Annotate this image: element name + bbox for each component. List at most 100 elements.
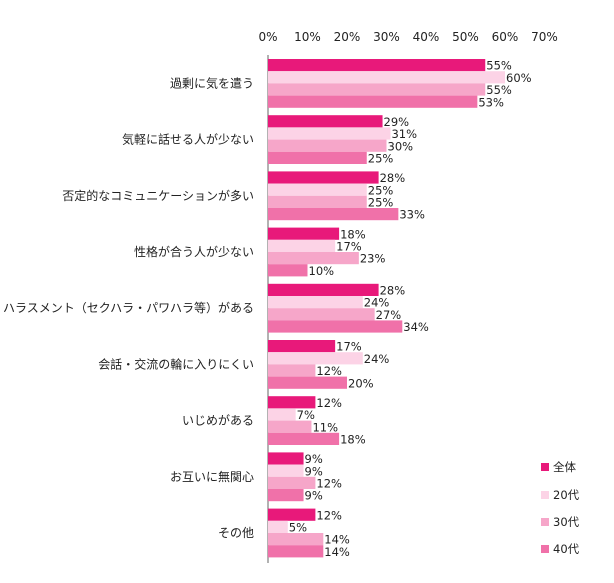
data-label: 34% [403,320,429,334]
category-group: いじめがある 12%7%11%18% [182,396,366,447]
legend-swatch [541,463,549,471]
bar [268,545,324,558]
category-group: 会話・交流の輪に入りにくい 17%24% 12% 20% [98,340,389,391]
category-label: お互いに無関心 [170,469,254,484]
data-label: 20% [348,376,374,390]
category-label: 気軽に話せる人が少ない [122,132,254,147]
bar [268,208,399,221]
data-label: 17% [336,240,362,254]
bar [268,227,340,240]
bar [268,59,486,72]
bar [268,476,316,489]
x-tick-label: 40% [413,30,440,44]
bar [268,252,359,265]
bar [268,364,316,377]
bar [268,533,324,546]
category-group: 性格が合う人が少ない 18%17%23% 10% [134,227,385,278]
data-label: 9% [305,452,323,466]
bar [268,239,336,252]
data-label: 7% [297,408,315,422]
bar [268,127,391,140]
bar [268,520,288,533]
category-label: 会話・交流の輪に入りにくい [98,356,254,371]
bar [268,320,403,333]
bar [268,151,367,164]
data-label: 29% [384,115,410,129]
category-group: その他 12% 5% 14%14% [218,508,350,559]
data-label: 14% [324,545,350,559]
data-label: 12% [316,477,342,491]
data-label: 55% [486,83,512,97]
bar [268,139,387,152]
data-label: 12% [316,396,342,410]
data-label: 27% [376,308,402,322]
data-label: 23% [360,252,386,266]
x-tick-label: 10% [294,30,321,44]
bar [268,408,296,421]
bar [268,352,363,365]
category-label: 否定的なコミュニケーションが多い [62,188,254,203]
category-group: ハラスメント（セクハラ・パワハラ等）がある 28%24%27%34% [3,284,429,335]
data-label: 12% [316,364,342,378]
bar [268,264,308,277]
bar [268,171,379,184]
data-label: 10% [309,264,335,278]
data-label: 17% [336,340,362,354]
data-label: 14% [324,533,350,547]
data-label: 11% [312,420,338,434]
data-label: 24% [364,296,390,310]
data-label: 25% [368,152,394,166]
data-label: 12% [316,508,342,522]
legend-label: 全体 [553,460,576,474]
category-group: 気軽に話せる人が少ない 29%31%30%25% [122,115,417,166]
bar [268,464,304,477]
legend-label: 20代 [553,488,580,502]
x-tick-label: 20% [334,30,361,44]
data-label: 9% [305,489,323,503]
category-label: 性格が合う人が少ない [134,244,254,259]
x-axis-ticks: 0% 10% 20% 30% 40% 50% 60% 70% [258,30,557,44]
bar [268,195,367,208]
data-label: 28% [380,284,406,298]
legend-swatch [541,491,549,499]
legend-label: 40代 [553,542,580,556]
data-label: 25% [368,183,394,197]
bar-groups: 過剰に気を遣う55%60%55%53%気軽に話せる人が少ない29%31%30%2… [3,59,532,559]
bar [268,308,375,321]
bar [268,508,316,521]
data-label: 60% [506,71,532,85]
legend-label: 30代 [553,515,580,529]
data-label: 18% [340,433,366,447]
x-tick-label: 0% [258,30,277,44]
legend: 全体 20代 30代 40代 [541,460,580,556]
data-label: 53% [478,95,504,109]
data-label: 24% [364,352,390,366]
bar [268,95,478,108]
data-label: 55% [486,59,512,73]
bar [268,340,336,353]
data-label: 33% [399,208,425,222]
bar [268,452,304,465]
bar [268,115,383,128]
category-label: ハラスメント（セクハラ・パワハラ等）がある [3,300,254,315]
bar [268,71,505,84]
category-label: いじめがある [182,413,254,428]
x-tick-label: 60% [492,30,519,44]
bar [268,83,486,96]
bar [268,420,312,433]
data-label: 25% [368,196,394,210]
data-label: 5% [289,521,307,535]
x-tick-label: 30% [373,30,400,44]
data-label: 30% [388,139,414,153]
data-label: 9% [305,464,323,478]
data-label: 31% [391,127,417,141]
bar [268,183,367,196]
data-label: 28% [380,171,406,185]
category-label: その他 [218,526,254,540]
x-tick-label: 70% [531,30,558,44]
bar [268,376,347,389]
